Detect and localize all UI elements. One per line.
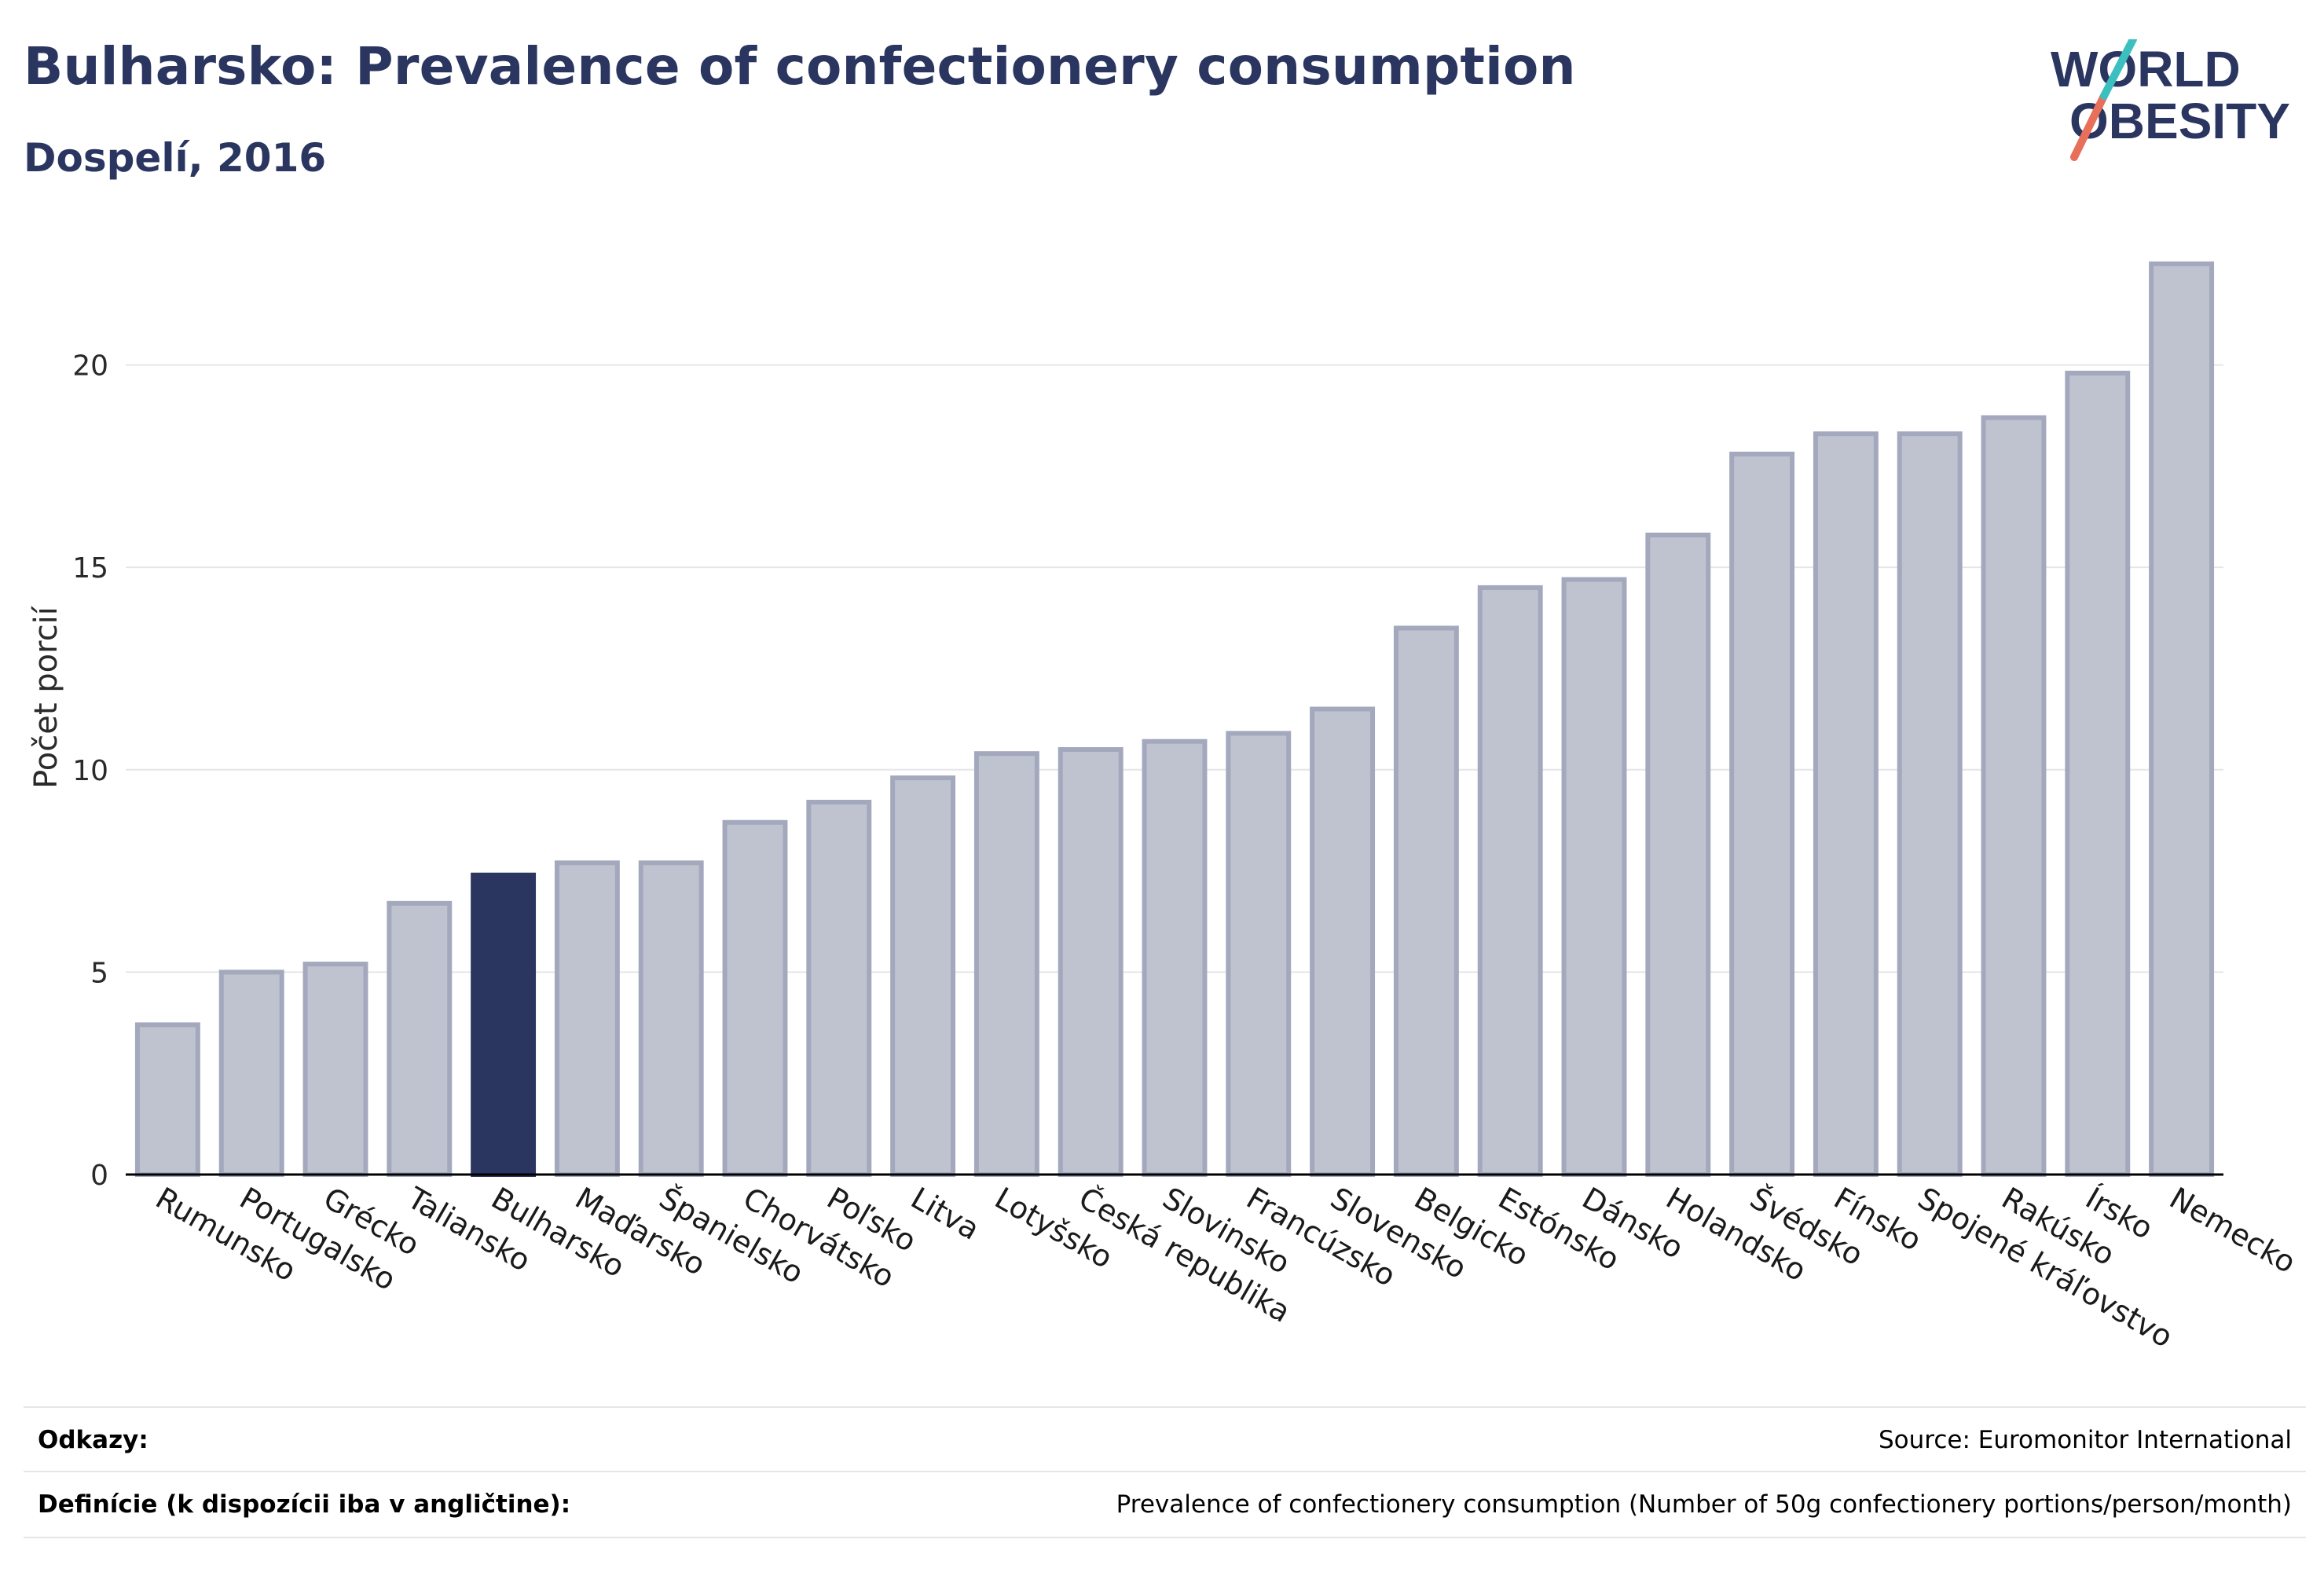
bar-6[interactable] xyxy=(638,860,704,1177)
bar-10[interactable] xyxy=(973,751,1039,1177)
logo-line-2: OBESITY xyxy=(2069,93,2290,149)
bar-3[interactable] xyxy=(387,900,453,1177)
bar-0[interactable] xyxy=(134,1022,200,1177)
y-axis-label: Počet porcií xyxy=(28,605,64,789)
bar-chart: 0 5 10 15 20 Počet porcií RumunskoPortugalsk… xyxy=(28,261,2301,1354)
references-value: Source: Euromonitor International xyxy=(1878,1426,2292,1454)
bar-20[interactable] xyxy=(1813,431,1879,1177)
logo-line-1: WORLD xyxy=(2051,41,2241,97)
bar-11[interactable] xyxy=(1058,747,1124,1177)
y-axis-ticks: 0 5 10 15 20 xyxy=(72,350,108,1192)
definitions-value: Prevalence of confectionery consumption … xyxy=(1116,1490,2292,1519)
y-tick-label: 20 xyxy=(72,350,108,383)
chart-subtitle: Dospelí, 2016 xyxy=(24,135,327,181)
footer-references-row: Odkazy: Source: Euromonitor Internationa… xyxy=(24,1406,2306,1472)
bar-22[interactable] xyxy=(1981,415,2047,1177)
bar-7[interactable] xyxy=(722,819,788,1177)
bar-16[interactable] xyxy=(1477,585,1543,1177)
bar-12[interactable] xyxy=(1142,739,1208,1177)
references-label: Odkazy: xyxy=(38,1426,148,1454)
bar-23[interactable] xyxy=(2065,370,2131,1177)
y-tick-label: 10 xyxy=(72,755,108,787)
bar-13[interactable] xyxy=(1226,731,1292,1177)
bar-4[interactable] xyxy=(471,872,537,1177)
chart-title: Bulharsko: Prevalence of confectionery c… xyxy=(24,36,1576,97)
logo-slash-coral xyxy=(2070,92,2108,161)
bar-9[interactable] xyxy=(890,775,956,1178)
bar-24[interactable] xyxy=(2149,261,2215,1177)
bar-17[interactable] xyxy=(1561,577,1627,1177)
definitions-label: Definície (k dispozícii iba v angličtine… xyxy=(38,1490,571,1519)
bar-15[interactable] xyxy=(1393,625,1459,1177)
x-tick-label: Nemecko xyxy=(2164,1181,2301,1281)
bar-14[interactable] xyxy=(1310,706,1376,1177)
bar-19[interactable] xyxy=(1729,451,1795,1177)
bars xyxy=(134,261,2215,1178)
bar-2[interactable] xyxy=(302,962,368,1177)
bar-1[interactable] xyxy=(218,969,284,1178)
bar-5[interactable] xyxy=(554,860,620,1177)
x-axis-labels: RumunskoPortugalskoGréckoTalianskoBulhar… xyxy=(150,1180,2301,1354)
footer-definitions-row: Definície (k dispozícii iba v angličtine… xyxy=(24,1471,2306,1538)
bar-21[interactable] xyxy=(1897,431,1963,1177)
world-obesity-logo[interactable]: WORLD OBESITY xyxy=(2051,39,2310,165)
bar-8[interactable] xyxy=(806,800,872,1177)
y-tick-label: 15 xyxy=(72,552,108,585)
y-tick-label: 5 xyxy=(90,957,108,989)
bar-18[interactable] xyxy=(1645,532,1711,1177)
logo-slash-teal xyxy=(2100,39,2137,100)
y-tick-label: 0 xyxy=(90,1160,108,1192)
